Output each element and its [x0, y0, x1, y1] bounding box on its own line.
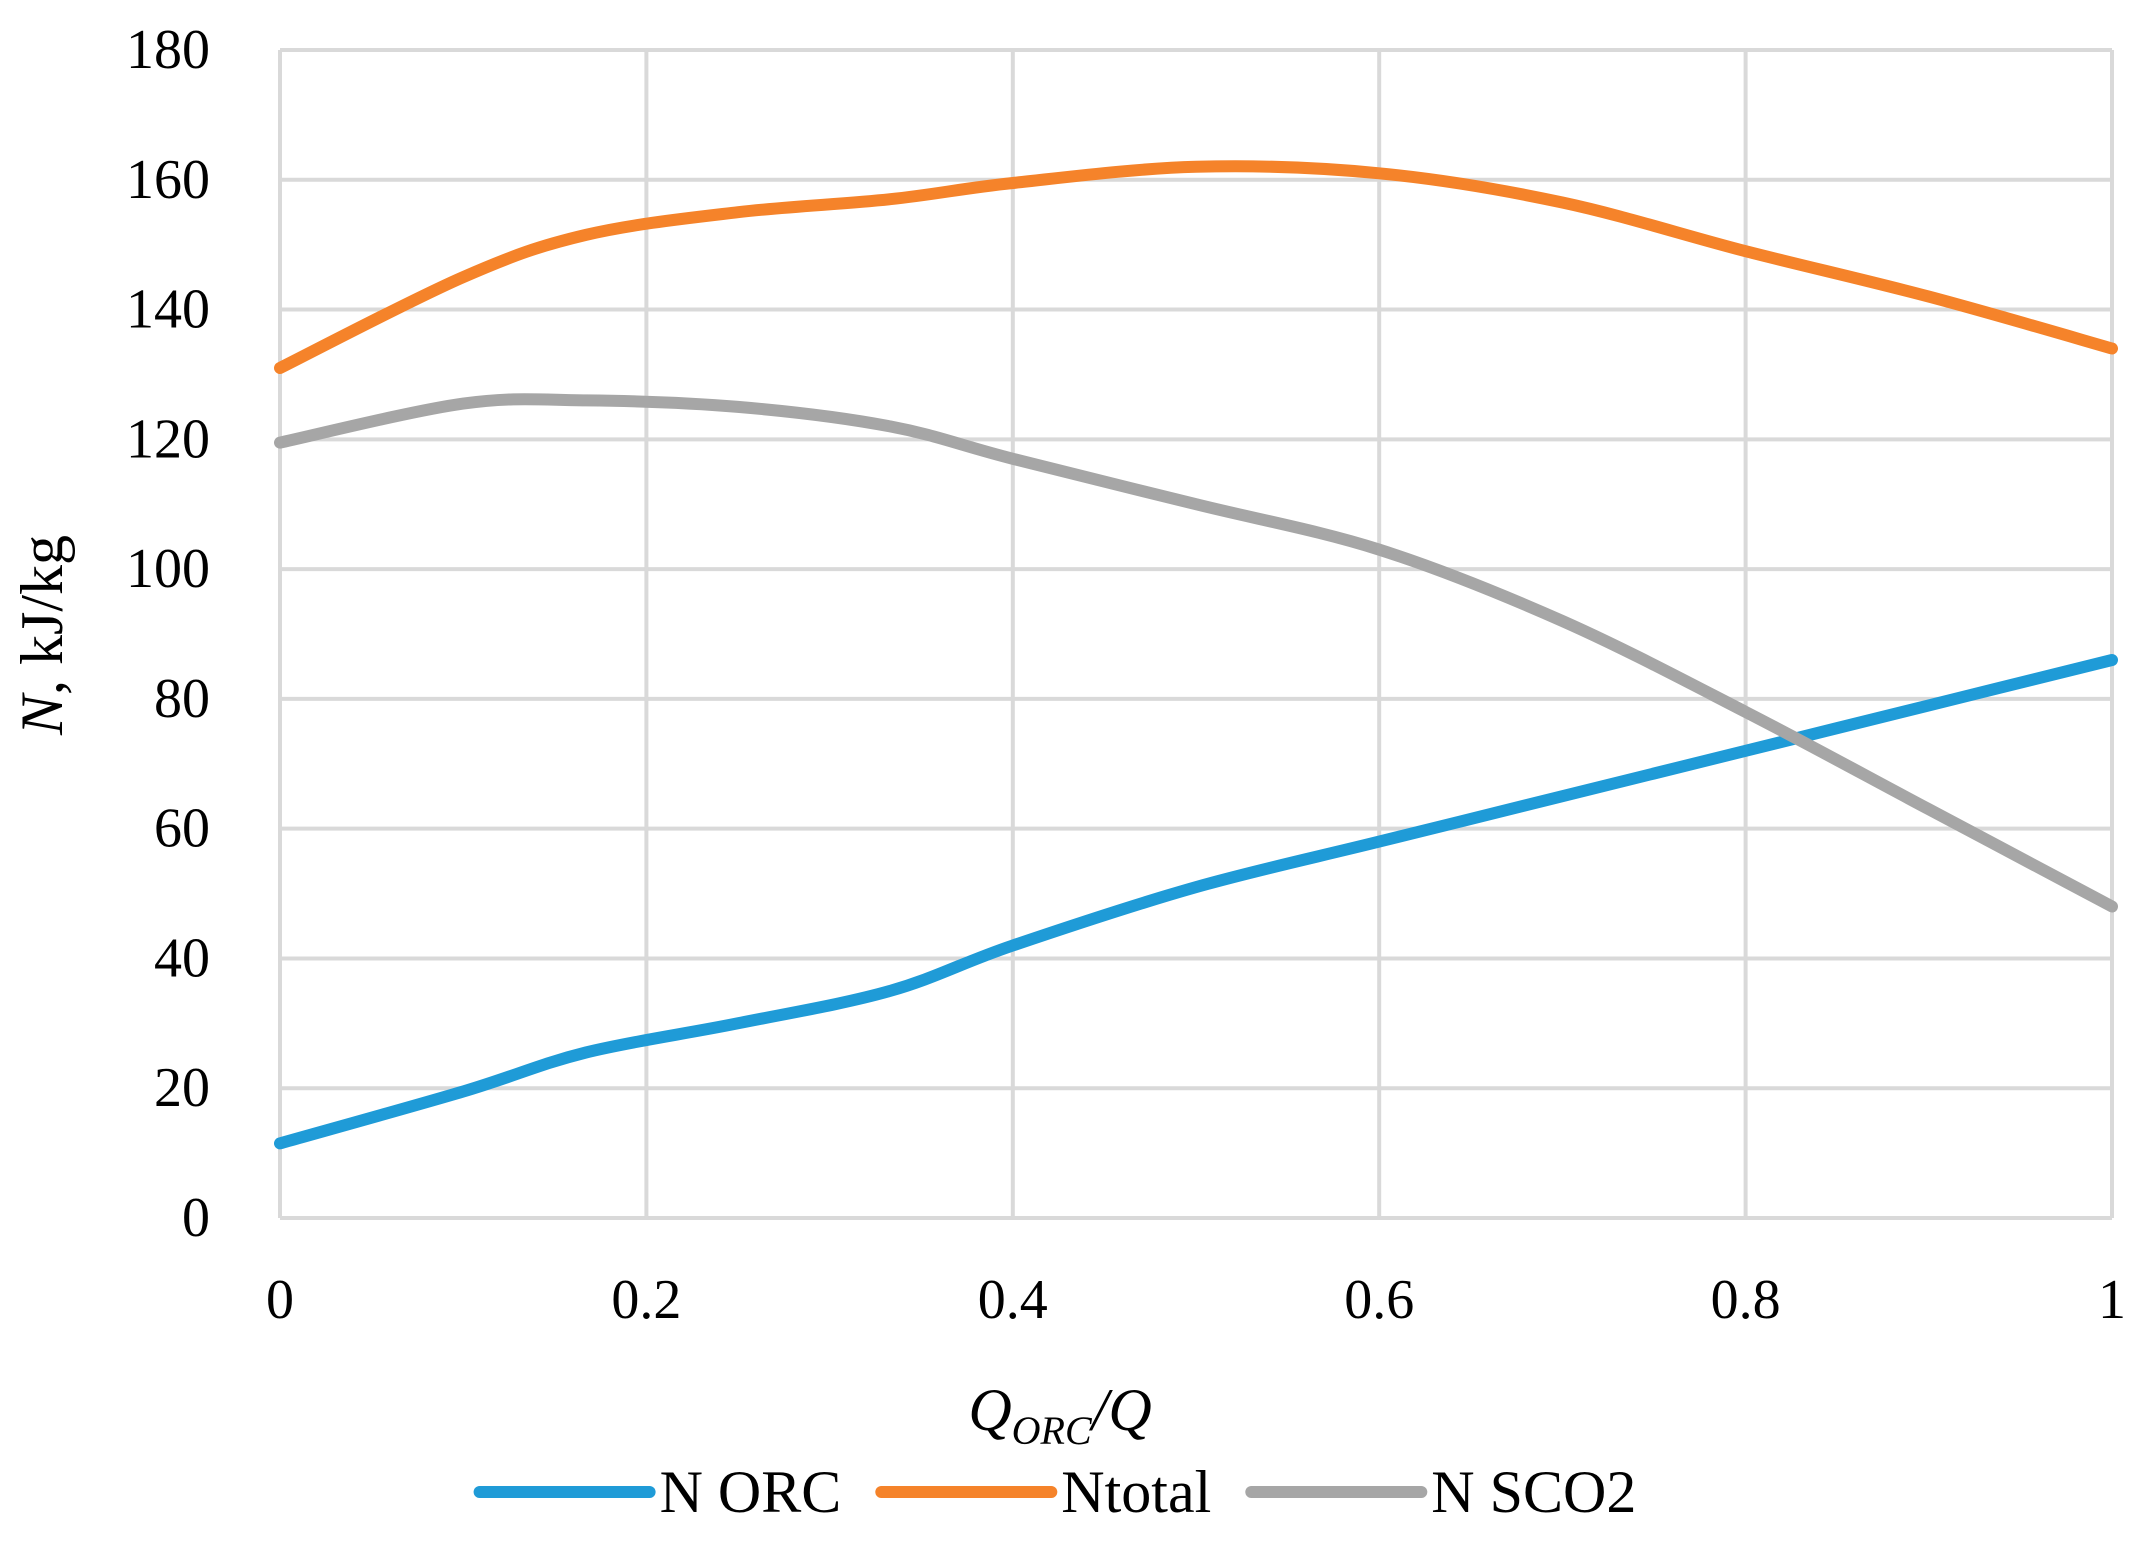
x-tick-label-0.8: 0.8 [1711, 1269, 1781, 1331]
x-axis-title-main: Q [968, 1377, 1011, 1443]
legend-label-n-sco2: N SCO2 [1431, 1459, 1636, 1525]
y-axis-title-unit: , kJ/kg [9, 535, 75, 695]
x-tick-label-0.6: 0.6 [1344, 1269, 1414, 1331]
legend-item-n-orc: N ORC [473, 1459, 842, 1525]
y-tick-label-40: 40 [154, 927, 210, 989]
series-line-ntotal [274, 160, 2118, 374]
x-tick-label-0.4: 0.4 [978, 1269, 1048, 1331]
y-axis-title: N, kJ/kg [9, 535, 75, 736]
series-line-n-sco2 [274, 393, 2118, 913]
y-tick-label-100: 100 [126, 538, 210, 600]
x-axis-title-suffix: /Q [1089, 1377, 1152, 1443]
x-axis-title-subscript: ORC [1012, 1408, 1093, 1453]
y-tick-label-120: 120 [126, 408, 210, 470]
y-tick-label-140: 140 [126, 279, 210, 341]
x-tick-label-0.2: 0.2 [611, 1269, 681, 1331]
y-tick-label-80: 80 [154, 668, 210, 730]
series-line-n-orc [274, 654, 2118, 1150]
y-axis-title-italic: N [9, 692, 75, 736]
y-tick-label-0: 0 [182, 1187, 210, 1249]
legend-label-n-orc: N ORC [660, 1459, 842, 1525]
legend-label-ntotal: Ntotal [1061, 1459, 1211, 1525]
legend-item-n-sco2: N SCO2 [1245, 1459, 1636, 1525]
y-tick-label-60: 60 [154, 798, 210, 860]
y-tick-label-180: 180 [126, 19, 210, 81]
y-tick-label-160: 160 [126, 149, 210, 211]
y-tick-label-20: 20 [154, 1057, 210, 1119]
legend: N ORC Ntotal N SCO2 [473, 1459, 1636, 1525]
plot-area [274, 160, 2118, 1150]
x-axis: 0 0.2 0.4 0.6 0.8 1 [266, 1269, 2126, 1331]
x-axis-title: QORC/Q [968, 1377, 1151, 1453]
x-tick-label-1: 1 [2098, 1269, 2126, 1331]
grid [278, 48, 2114, 1220]
legend-item-ntotal: Ntotal [875, 1459, 1211, 1525]
x-tick-label-0: 0 [266, 1269, 294, 1331]
y-axis: 0 20 40 60 80 100 120 140 160 180 [126, 19, 210, 1249]
